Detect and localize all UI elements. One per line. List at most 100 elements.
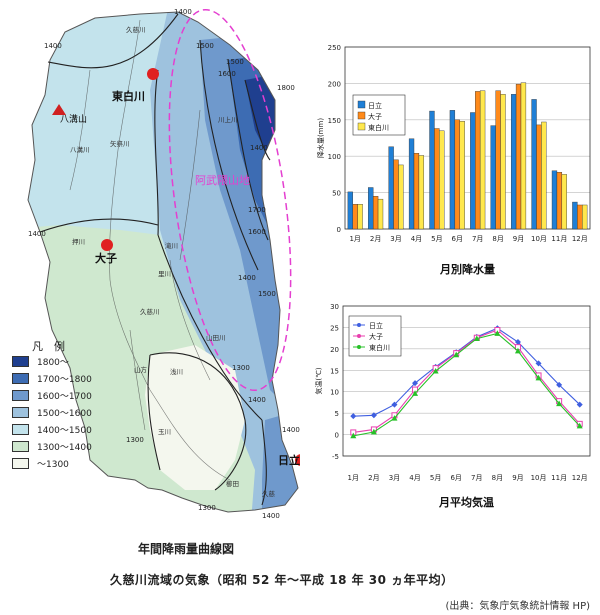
- bar: [490, 125, 496, 230]
- data-point: [556, 400, 563, 407]
- bar: [434, 128, 440, 230]
- y-tick-label: 50: [332, 190, 341, 198]
- river-label: 八溝川: [70, 145, 90, 154]
- monthly-precipitation-chart: 0 50 100 150 200 250 1月 2月 3月 4月 5月 6月 7月 8月 9月 10月 11月 1…: [316, 44, 591, 276]
- hitachi-marker: [295, 454, 300, 466]
- legend-label: 1400～1500: [37, 425, 92, 436]
- river-label: 里川: [158, 270, 171, 278]
- isohyet-label: 1300: [198, 504, 216, 512]
- data-point: [391, 401, 398, 408]
- data-point: [370, 428, 377, 435]
- data-point: [514, 339, 521, 345]
- isohyet-label: 1400: [282, 426, 300, 434]
- bar: [536, 124, 542, 230]
- bar: [475, 91, 481, 230]
- bar: [515, 83, 522, 230]
- data-point: [535, 374, 542, 381]
- isohyet-label: 1500: [196, 42, 214, 50]
- label-higashishirakawa: 東白川: [112, 89, 145, 103]
- bar: [541, 121, 547, 230]
- y-axis-label: 降水量(mm): [316, 118, 325, 158]
- bar: [408, 138, 415, 230]
- x-tick-label: 11月: [551, 474, 567, 482]
- legend-item: 1800～: [12, 354, 69, 368]
- legend-label: 1600～1700: [37, 391, 92, 402]
- legend-swatch: [357, 122, 366, 131]
- legend-label: 1500～1600: [37, 408, 92, 419]
- x-tick-label: 9月: [513, 235, 524, 243]
- bar: [352, 204, 358, 230]
- x-tick-label: 1月: [348, 474, 359, 482]
- legend-label: 大子: [369, 332, 383, 341]
- bar: [377, 198, 384, 230]
- bar: [413, 153, 420, 230]
- isohyet-label: 1400: [250, 144, 268, 152]
- legend-swatch: [12, 457, 29, 469]
- legend-swatch: [12, 406, 29, 418]
- place-label: 櫛田: [226, 479, 239, 488]
- bar: [495, 90, 501, 230]
- x-tick-label: 2月: [368, 474, 379, 482]
- isohyet-label: 1400: [44, 42, 62, 50]
- label-yamizo: 八溝山: [60, 113, 87, 125]
- legend-swatch: [12, 440, 29, 452]
- data-point: [556, 381, 563, 388]
- x-tick-label: 10月: [531, 474, 547, 482]
- bar: [449, 110, 456, 230]
- x-tick-label: 3月: [389, 474, 400, 482]
- data-point: [473, 335, 480, 341]
- x-tick-label: 9月: [512, 474, 523, 482]
- river-label: 矢祭川: [110, 139, 130, 148]
- legend-item: 1300～1400: [12, 439, 92, 453]
- zone-below-1300: [145, 345, 245, 490]
- bar: [439, 130, 445, 230]
- legend-item: 1400～1500: [12, 422, 92, 436]
- bar: [357, 204, 363, 230]
- river-label: 山田川: [206, 333, 226, 342]
- data-point: [576, 422, 583, 429]
- legend-swatch: [12, 372, 29, 384]
- series-line: [353, 327, 581, 417]
- legend-label: 大子: [368, 112, 382, 121]
- daigo-marker: [101, 239, 113, 251]
- isohyet-label: 1500: [226, 58, 244, 66]
- isohyet-label: 1400: [238, 274, 256, 282]
- isohyet-label: 1500: [258, 290, 276, 298]
- river-label: 玉川: [158, 428, 171, 436]
- y-tick-label: 0: [335, 432, 339, 440]
- isohyet-label: 1400: [262, 512, 280, 520]
- place-label: 久慈: [262, 489, 276, 498]
- river-label: 川上川: [218, 115, 238, 124]
- bar: [454, 119, 460, 230]
- legend-label: 日立: [369, 321, 383, 330]
- river-label: 久慈川: [140, 307, 160, 316]
- data-point: [412, 390, 419, 396]
- higashishirakawa-marker: [147, 68, 159, 80]
- series-line: [353, 332, 581, 437]
- bar: [520, 82, 527, 230]
- figure-title: 久慈川流域の気象（昭和 52 年～平成 18 年 30 ヵ年平均）: [110, 573, 454, 587]
- chart-title: 月平均気温: [438, 495, 494, 509]
- bar: [368, 187, 374, 230]
- bar: [479, 90, 486, 230]
- isohyet-label: 1300: [126, 436, 144, 444]
- y-axis-label: 気温(℃): [314, 367, 323, 395]
- isohyet-label: 1600: [218, 70, 236, 78]
- x-tick-label: 12月: [572, 474, 588, 482]
- legend-label: 1300～1400: [37, 442, 92, 453]
- data-point: [576, 401, 583, 408]
- label-daigo: 大子: [95, 251, 117, 265]
- x-tick-label: 6月: [450, 474, 461, 482]
- x-tick-label: 7月: [472, 235, 483, 243]
- x-tick-label: 6月: [452, 235, 463, 243]
- y-tick-label: 20: [330, 346, 339, 354]
- y-tick-label: 30: [330, 303, 339, 311]
- data-point: [350, 413, 357, 420]
- abukuma-region-outline: [168, 8, 292, 392]
- legend-marker: [357, 323, 361, 327]
- river-lines: [69, 19, 231, 481]
- bar: [510, 94, 517, 230]
- x-tick-label: 8月: [492, 474, 503, 482]
- x-tick-label: 4月: [411, 235, 422, 243]
- legend-label: 日立: [368, 101, 382, 110]
